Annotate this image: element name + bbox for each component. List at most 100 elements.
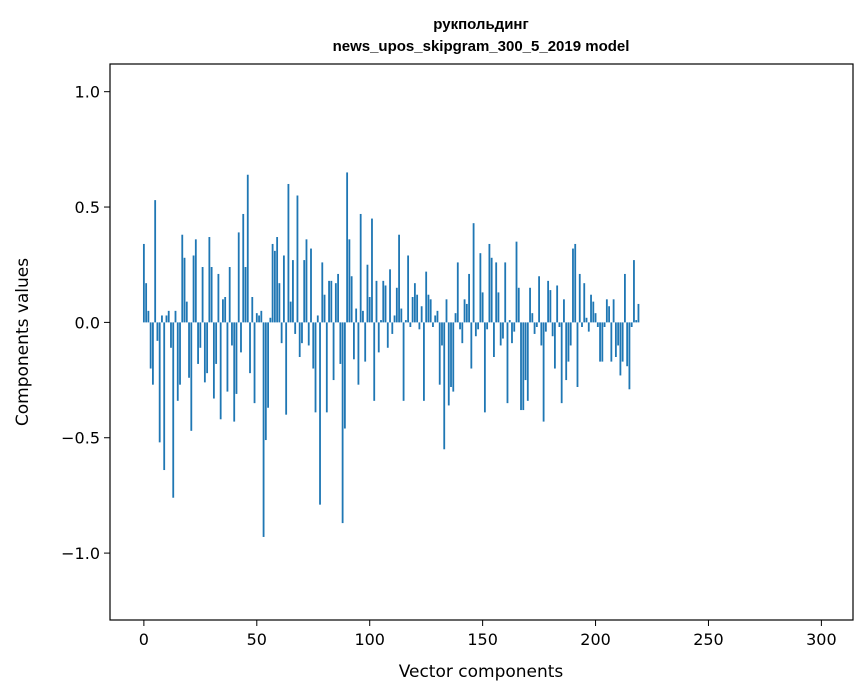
x-axis-label: Vector components xyxy=(399,662,564,682)
bar-106 xyxy=(382,280,385,323)
bar-138 xyxy=(454,313,457,323)
bar-2 xyxy=(147,310,150,323)
bar-66 xyxy=(292,260,294,323)
bar-181 xyxy=(551,322,554,337)
bar-110 xyxy=(391,322,394,334)
bar-131 xyxy=(438,322,441,385)
bar-1 xyxy=(145,283,148,323)
bar-82 xyxy=(328,280,330,323)
bar-142 xyxy=(463,299,466,323)
bar-78 xyxy=(319,322,321,505)
bar-148 xyxy=(477,322,480,330)
bar-27 xyxy=(203,322,206,383)
bar-100 xyxy=(368,297,371,323)
x-tick-label: 0 xyxy=(139,630,149,649)
bar-39 xyxy=(231,322,233,346)
y-tick-label: 0.0 xyxy=(75,313,100,332)
bar-30 xyxy=(210,267,213,323)
bar-177 xyxy=(542,322,545,422)
bar-92 xyxy=(350,276,353,323)
bar-50 xyxy=(255,313,258,323)
bar-163 xyxy=(511,322,513,344)
bar-32 xyxy=(215,322,218,364)
bar-12 xyxy=(170,322,172,348)
bar-104 xyxy=(377,322,380,353)
bar-186 xyxy=(563,299,565,323)
bar-157 xyxy=(497,292,500,323)
bar-202 xyxy=(599,322,601,362)
bar-123 xyxy=(420,306,423,323)
bar-207 xyxy=(610,322,613,362)
bar-122 xyxy=(418,322,421,330)
bar-31 xyxy=(212,322,215,399)
bar-152 xyxy=(486,322,489,330)
bar-208 xyxy=(612,299,615,323)
bar-36 xyxy=(224,297,227,323)
bar-77 xyxy=(316,315,319,323)
bar-76 xyxy=(314,322,317,413)
bar-5 xyxy=(154,200,157,323)
bar-214 xyxy=(626,322,629,367)
bar-95 xyxy=(357,322,360,385)
bar-105 xyxy=(380,320,382,323)
bar-91 xyxy=(348,239,351,323)
bar-74 xyxy=(310,248,312,323)
bar-99 xyxy=(366,264,369,323)
bar-19 xyxy=(185,301,188,323)
bar-89 xyxy=(343,322,346,429)
bar-49 xyxy=(253,322,256,404)
bar-161 xyxy=(506,322,509,404)
bar-84 xyxy=(332,322,335,381)
bar-17 xyxy=(181,234,184,323)
bar-219 xyxy=(637,303,640,323)
bar-33 xyxy=(217,273,220,323)
bar-164 xyxy=(513,322,516,332)
bar-166 xyxy=(517,287,520,323)
bar-54 xyxy=(264,322,267,441)
bar-156 xyxy=(495,262,498,323)
bar-43 xyxy=(240,322,242,353)
bar-178 xyxy=(544,322,547,332)
bar-75 xyxy=(312,322,315,369)
bar-80 xyxy=(323,294,326,323)
bar-150 xyxy=(481,292,484,323)
bar-204 xyxy=(603,322,606,327)
bar-93 xyxy=(353,322,355,360)
bar-109 xyxy=(389,269,391,323)
bar-35 xyxy=(222,299,224,323)
bar-34 xyxy=(219,322,222,420)
bar-149 xyxy=(479,253,482,323)
bar-172 xyxy=(531,313,534,323)
bar-203 xyxy=(601,322,604,362)
bar-197 xyxy=(587,322,590,332)
bar-194 xyxy=(581,322,583,327)
bar-146 xyxy=(472,223,475,323)
bar-209 xyxy=(614,322,617,357)
bar-86 xyxy=(337,273,339,323)
bar-29 xyxy=(208,237,211,323)
y-tick-label: −1.0 xyxy=(61,544,100,563)
bar-64 xyxy=(287,183,290,323)
bar-116 xyxy=(404,320,407,323)
bar-40 xyxy=(233,322,236,422)
bar-85 xyxy=(334,283,337,323)
bar-112 xyxy=(395,287,398,323)
bar-6 xyxy=(156,322,159,341)
bar-47 xyxy=(249,322,251,374)
bar-191 xyxy=(574,243,577,323)
bar-184 xyxy=(558,322,561,327)
bar-111 xyxy=(393,315,396,323)
bar-46 xyxy=(246,174,249,323)
bar-210 xyxy=(617,322,620,346)
bar-168 xyxy=(522,322,525,411)
bar-155 xyxy=(493,322,495,357)
bar-129 xyxy=(434,315,437,323)
bar-128 xyxy=(432,322,434,327)
bar-218 xyxy=(635,320,638,323)
bar-158 xyxy=(499,322,502,346)
bar-15 xyxy=(176,322,179,401)
plot-frame xyxy=(109,63,854,621)
bar-11 xyxy=(167,310,170,323)
y-tick-label: −0.5 xyxy=(61,429,100,448)
bar-141 xyxy=(461,322,464,344)
